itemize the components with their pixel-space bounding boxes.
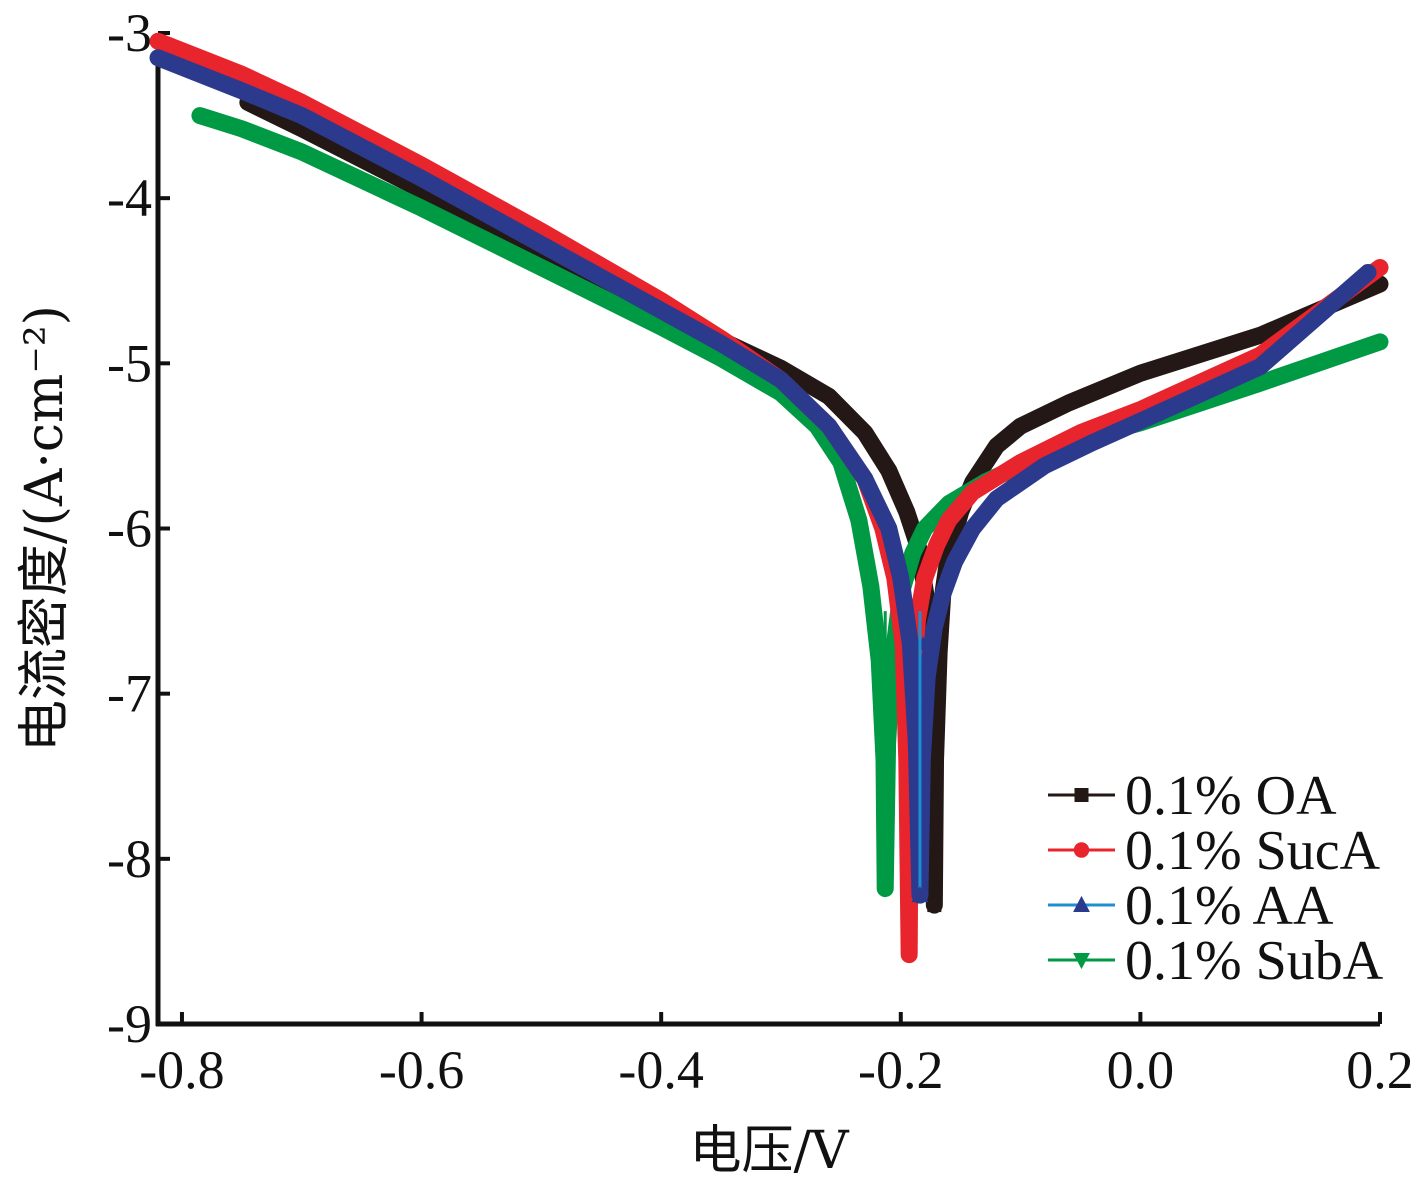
plot-area: -0.8 -0.6 -0.4 -0.2 0.0 0.2 -3 -4 -5 -6 -7 -8 -9 — [107, 3, 1414, 1100]
y-tick-label: -7 — [107, 664, 152, 724]
marker-triangle — [911, 886, 929, 903]
y-tick-label: -6 — [107, 499, 152, 559]
marker-triangle-down — [1073, 953, 1090, 970]
legend-label: 0.1% OA — [1125, 765, 1337, 827]
x-tick-label: -0.6 — [379, 1040, 464, 1100]
legend-label: 0.1% SubA — [1125, 930, 1384, 992]
series-layer — [149, 32, 1389, 964]
x-tick-label: -0.2 — [858, 1040, 943, 1100]
series-0-1-aa — [149, 49, 1377, 904]
legend-item: 0.1% OA — [1048, 765, 1337, 827]
marker-square — [927, 898, 942, 913]
y-tick-label: -9 — [107, 994, 152, 1054]
legend-label: 0.1% SucA — [1125, 820, 1381, 882]
x-tick-label: 0.0 — [1107, 1040, 1175, 1100]
legend-item: 0.1% SucA — [1048, 820, 1381, 882]
marker-triangle — [1073, 895, 1090, 912]
marker-circle — [1073, 842, 1090, 858]
y-tick-label: -8 — [107, 829, 152, 889]
y-tick-label: -4 — [107, 168, 152, 228]
marker-triangle-down — [876, 881, 894, 898]
marker-square — [1074, 788, 1089, 802]
y-axis-title: 电流密度/(A·cm⁻²) — [15, 305, 75, 752]
legend-item: 0.1% SubA — [1048, 930, 1384, 992]
x-tick-label: 0.2 — [1346, 1040, 1414, 1100]
x-tick-label: -0.8 — [139, 1040, 224, 1100]
legend-item: 0.1% AA — [1048, 875, 1334, 937]
y-tick-label: -5 — [107, 333, 152, 393]
x-tick-label: -0.4 — [618, 1040, 703, 1100]
y-axis-ticks: -3 -4 -5 -6 -7 -8 -9 — [107, 3, 170, 1054]
marker-circle — [901, 946, 917, 963]
x-axis-title: 电压/V — [689, 1121, 850, 1181]
y-tick-label: -3 — [107, 3, 152, 63]
series-curve — [149, 49, 1377, 904]
legend-label: 0.1% AA — [1125, 875, 1334, 937]
x-axis-ticks: -0.8 -0.6 -0.4 -0.2 0.0 0.2 — [139, 1012, 1414, 1100]
